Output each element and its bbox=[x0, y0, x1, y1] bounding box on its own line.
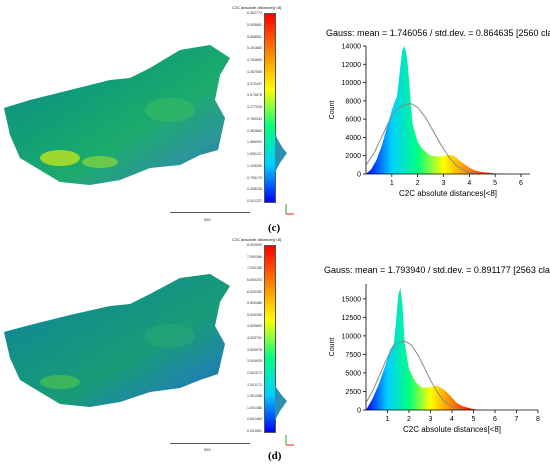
y-tick-label: 10000 bbox=[342, 80, 362, 87]
y-tick-label: 15000 bbox=[342, 296, 362, 303]
x-axis-label: C2C absolute distances[<8] bbox=[403, 425, 501, 434]
x-tick-label: 2 bbox=[416, 180, 420, 187]
colorbar-tick-label: 4.000791 bbox=[247, 336, 262, 340]
histogram-area bbox=[366, 287, 485, 410]
point-cloud-map bbox=[4, 274, 230, 407]
histogram-area bbox=[366, 46, 509, 174]
y-tick-label: 5000 bbox=[345, 370, 361, 377]
x-tick-label: 4 bbox=[450, 416, 454, 423]
x-tick-label: 5 bbox=[493, 180, 497, 187]
colorbar-tick-label: 1.590121 bbox=[247, 152, 262, 156]
y-tick-label: 4000 bbox=[345, 135, 361, 142]
y-tick-label: 12000 bbox=[342, 62, 362, 69]
y-tick-label: 10000 bbox=[342, 333, 362, 340]
colorbar-tick-label: 4.764669 bbox=[247, 58, 262, 62]
colorbar-tick-label: 6.352773 bbox=[247, 11, 262, 15]
y-tick-label: 2000 bbox=[345, 153, 361, 160]
colorbar-title: C2C absolute distances[<8] bbox=[232, 5, 282, 10]
colorbar-tick-label: 0.501464 bbox=[247, 417, 262, 422]
y-tick-label: 6000 bbox=[345, 117, 361, 124]
histogram-title: Gauss: mean = 1.746056 / std.dev. = 0.86… bbox=[326, 28, 550, 38]
colorbar-tick-label: 5.000265 bbox=[247, 312, 262, 317]
scale-bar bbox=[170, 443, 250, 444]
x-tick-label: 2 bbox=[407, 416, 411, 423]
colorbar-tick-label: 6.500203 bbox=[247, 277, 262, 282]
colorbar-tick-label: 5.558551 bbox=[247, 34, 262, 39]
colorbar-tick-label: 1.986992 bbox=[247, 140, 262, 145]
x-tick-label: 8 bbox=[536, 416, 540, 423]
colorbar-tick-label: 0.001561 bbox=[247, 429, 262, 433]
panel-label: (d) bbox=[268, 450, 282, 462]
colorbar-tick-label: 0.795179 bbox=[247, 175, 262, 180]
colorbar-tick-label: 5.955662 bbox=[247, 22, 262, 27]
colorbar-tick-label: 1.001366 bbox=[247, 405, 262, 410]
x-tick-label: 6 bbox=[493, 416, 497, 423]
colorbar-tick-label: 3.970447 bbox=[247, 81, 262, 86]
x-tick-label: 4 bbox=[467, 180, 471, 187]
x-tick-label: 1 bbox=[390, 180, 394, 187]
y-tick-label: 12500 bbox=[342, 315, 362, 322]
colorbar-tick-label: 1.193250 bbox=[247, 163, 262, 168]
x-tick-label: 3 bbox=[429, 416, 433, 423]
colorbar-tick-label: 7.500366 bbox=[247, 254, 262, 259]
y-tick-label: 0 bbox=[357, 172, 361, 179]
axis-marker bbox=[285, 204, 294, 215]
x-tick-label: 1 bbox=[386, 416, 390, 423]
colorbar-tick-label: 4.367550 bbox=[247, 69, 262, 74]
x-axis-label: C2C absolute distances[<8] bbox=[399, 189, 497, 198]
gauss-curve bbox=[365, 103, 480, 175]
colorbar-tick-label: 3.000925 bbox=[247, 359, 262, 364]
scale-bar-label: 550 bbox=[204, 217, 211, 222]
x-tick-label: 5 bbox=[472, 416, 476, 423]
colorbar-tick-label: 0.001237 bbox=[247, 199, 262, 203]
histogram-title: Gauss: mean = 1.793940 / std.dev. = 0.89… bbox=[324, 265, 550, 275]
x-tick-label: 7 bbox=[515, 416, 519, 423]
colorbar-tick-label: 7.000185 bbox=[247, 266, 262, 271]
colorbar-histogram bbox=[275, 385, 287, 421]
panel-label: (c) bbox=[268, 222, 281, 234]
colorbar-tick-label: 0.398208 bbox=[247, 187, 262, 192]
y-tick-label: 14000 bbox=[342, 44, 362, 51]
scale-bar bbox=[170, 212, 250, 213]
colorbar-tick-label: 4.500893 bbox=[247, 324, 262, 329]
y-tick-label: 8000 bbox=[345, 98, 361, 105]
y-tick-label: 7500 bbox=[345, 352, 361, 359]
histogram-chart: 1 2 3 4 5 6 7 8 0 2500 5000 7500 10000 12500 15000 C2C … bbox=[329, 284, 540, 434]
gauss-curve bbox=[365, 340, 463, 411]
point-cloud-map bbox=[4, 45, 230, 185]
y-tick-label: 2500 bbox=[345, 389, 361, 396]
x-tick-label: 6 bbox=[519, 180, 523, 187]
colorbar-tick-label: 2.501072 bbox=[247, 370, 262, 375]
colorbar-tick-label: 2.001171 bbox=[247, 382, 262, 387]
axis-marker bbox=[285, 435, 294, 446]
colorbar-tick-label: 8.000000 bbox=[247, 243, 262, 247]
scale-bar-label: 550 bbox=[204, 447, 211, 452]
y-axis-label: Count bbox=[329, 101, 336, 120]
colorbar-tick-label: 2.383663 bbox=[247, 128, 262, 133]
colorbar bbox=[264, 13, 276, 203]
y-axis-label: Count bbox=[329, 338, 336, 357]
colorbar-tick-label: 3.500976 bbox=[247, 347, 262, 352]
colorbar-tick-label: 6.000280 bbox=[247, 289, 262, 294]
colorbar-tick-label: 5.500486 bbox=[247, 301, 262, 306]
y-tick-label: 0 bbox=[357, 408, 361, 415]
colorbar-tick-label: 2.780334 bbox=[247, 116, 262, 121]
colorbar bbox=[264, 245, 276, 433]
colorbar-tick-label: 3.177005 bbox=[247, 105, 262, 109]
colorbar-tick-label: 3.573676 bbox=[247, 93, 262, 98]
colorbar-tick-label: 5.161660 bbox=[247, 46, 262, 51]
colorbar-title: C2C absolute distances[<8] bbox=[232, 237, 282, 242]
colorbar-histogram bbox=[275, 133, 287, 173]
histogram-chart: 1 2 3 4 5 6 0 2000 4000 6000 8000 10000 12000 14000 C2… bbox=[329, 44, 530, 198]
x-tick-label: 3 bbox=[442, 180, 446, 187]
colorbar-tick-label: 1.501268 bbox=[247, 394, 262, 399]
